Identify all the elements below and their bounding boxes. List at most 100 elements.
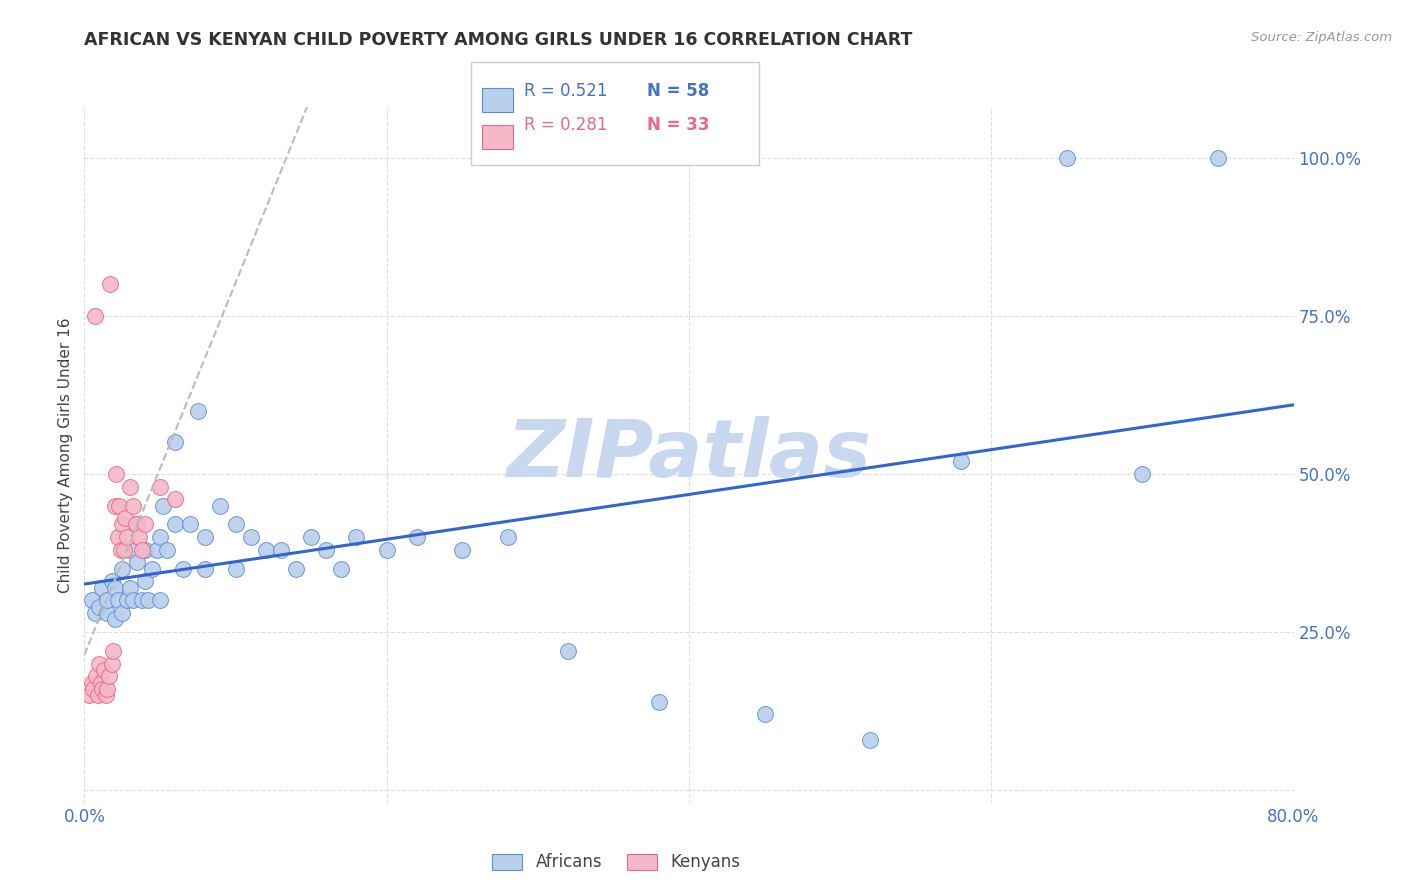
Point (97, 669, 120, 683)
Point (96, 606, 118, 620)
Point (187, 403, 209, 417)
Point (270, 542, 292, 557)
Point (89, 599, 111, 614)
Point (496, 530, 519, 544)
Point (96, 681, 118, 696)
Point (136, 593, 159, 607)
Point (225, 562, 247, 576)
Point (118, 542, 141, 557)
Point (406, 530, 429, 544)
Point (118, 581, 141, 595)
Point (89, 657, 111, 671)
Point (149, 530, 172, 544)
Point (172, 562, 194, 576)
Point (146, 542, 169, 557)
Text: ZIPatlas: ZIPatlas (506, 416, 872, 494)
Point (299, 530, 322, 544)
Point (107, 530, 129, 544)
Text: AFRICAN VS KENYAN CHILD POVERTY AMONG GIRLS UNDER 16 CORRELATION CHART: AFRICAN VS KENYAN CHILD POVERTY AMONG GI… (84, 31, 912, 49)
Point (112, 542, 135, 557)
Point (87, 688, 110, 702)
Point (104, 581, 127, 595)
Point (131, 542, 153, 557)
Point (111, 562, 134, 576)
Point (91, 681, 114, 696)
Point (149, 593, 172, 607)
Point (1130, 467, 1153, 481)
Point (950, 454, 973, 468)
Point (330, 562, 353, 576)
Point (94, 688, 117, 702)
Point (115, 593, 138, 607)
Point (134, 574, 156, 589)
Point (80, 593, 103, 607)
Point (209, 499, 232, 513)
Point (225, 517, 247, 532)
Point (101, 644, 124, 658)
Point (647, 695, 671, 709)
Text: Source: ZipAtlas.com: Source: ZipAtlas.com (1251, 31, 1392, 45)
Point (1206, 151, 1229, 165)
Point (98, 277, 121, 292)
Point (152, 499, 174, 513)
Point (90, 675, 112, 690)
Point (254, 542, 277, 557)
Point (134, 517, 156, 532)
Point (93, 663, 115, 677)
Point (375, 542, 398, 557)
Point (239, 530, 262, 544)
Point (127, 556, 149, 570)
Y-axis label: Child Poverty Among Girls Under 16: Child Poverty Among Girls Under 16 (58, 318, 73, 592)
Point (115, 530, 138, 544)
Point (557, 644, 579, 658)
Point (163, 435, 186, 450)
Point (163, 517, 186, 532)
Point (131, 593, 153, 607)
Point (111, 517, 134, 532)
Text: N = 33: N = 33 (647, 116, 709, 134)
Point (141, 562, 163, 576)
Point (111, 606, 134, 620)
Point (86, 669, 108, 683)
Point (100, 574, 122, 589)
Point (315, 542, 337, 557)
Point (859, 732, 882, 747)
Point (451, 542, 474, 557)
Point (754, 707, 776, 722)
Point (104, 612, 127, 626)
Point (105, 467, 128, 481)
Point (84, 309, 107, 323)
Legend: Africans, Kenyans: Africans, Kenyans (485, 847, 747, 878)
Point (77, 688, 100, 702)
Point (149, 479, 172, 493)
Text: R = 0.521: R = 0.521 (524, 82, 607, 100)
Point (179, 517, 201, 532)
Point (91, 581, 114, 595)
Point (284, 562, 308, 576)
Point (156, 542, 179, 557)
Text: R = 0.281: R = 0.281 (524, 116, 607, 134)
Point (108, 499, 131, 513)
Point (121, 593, 143, 607)
Point (82, 681, 104, 696)
Point (114, 511, 136, 525)
Point (107, 593, 129, 607)
Point (96, 593, 118, 607)
Point (84, 606, 107, 620)
Point (104, 499, 127, 513)
Point (80, 675, 103, 690)
Point (128, 530, 150, 544)
Text: N = 58: N = 58 (647, 82, 709, 100)
Point (1056, 151, 1078, 165)
Point (194, 562, 217, 576)
Point (134, 542, 156, 557)
Point (118, 479, 141, 493)
Point (121, 499, 143, 513)
Point (100, 657, 122, 671)
Point (127, 517, 149, 532)
Point (194, 530, 217, 544)
Point (163, 492, 186, 507)
Point (125, 517, 148, 532)
Point (346, 530, 368, 544)
Point (110, 542, 132, 557)
